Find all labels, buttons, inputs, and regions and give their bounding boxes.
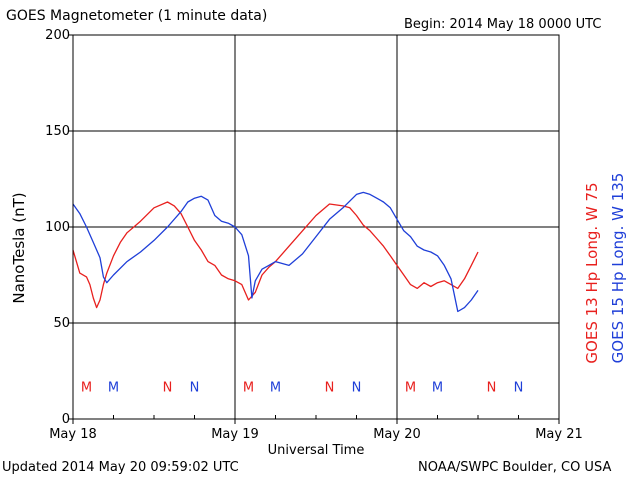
midnight-marker: M bbox=[432, 380, 443, 395]
y-axis-label: NanoTesla (nT) bbox=[10, 192, 28, 303]
noon-marker: N bbox=[487, 380, 497, 395]
x-axis-label: Universal Time bbox=[268, 443, 365, 458]
legend-goes13: GOES 13 Hp Long. W 75 bbox=[583, 182, 601, 363]
x-tick-label: May 19 bbox=[211, 427, 259, 442]
noon-marker: N bbox=[163, 380, 173, 395]
begin-time: Begin: 2014 May 18 0000 UTC bbox=[404, 17, 602, 32]
legend-goes15: GOES 15 Hp Long. W 135 bbox=[609, 173, 627, 364]
axis-ticks: 0 50 100 150 200 May 18 May 19 May 20 May 21 bbox=[45, 28, 583, 442]
noon-marker: N bbox=[352, 380, 362, 395]
chart-title: GOES Magnetometer (1 minute data) bbox=[6, 8, 268, 24]
y-tick-label: 100 bbox=[45, 220, 70, 235]
y-tick-label: 150 bbox=[45, 124, 70, 139]
x-tick-label: May 20 bbox=[373, 427, 421, 442]
midnight-marker: M bbox=[270, 380, 281, 395]
noon-marker: N bbox=[514, 380, 524, 395]
midnight-marker: M bbox=[405, 380, 416, 395]
x-tick-label: May 21 bbox=[535, 427, 583, 442]
series-line-goes13 bbox=[72, 201, 479, 309]
noon-marker: N bbox=[325, 380, 335, 395]
source-credit: NOAA/SWPC Boulder, CO USA bbox=[418, 460, 612, 475]
grid-lines bbox=[73, 35, 559, 419]
series-layer bbox=[72, 191, 479, 313]
midnight-marker: M bbox=[108, 380, 119, 395]
midnight-marker: M bbox=[243, 380, 254, 395]
y-tick-label: 50 bbox=[53, 316, 70, 331]
noon-marker: N bbox=[190, 380, 200, 395]
y-tick-label: 200 bbox=[45, 28, 70, 43]
series-line-goes15 bbox=[72, 191, 479, 313]
midnight-marker: M bbox=[81, 380, 92, 395]
x-tick-label: May 18 bbox=[49, 427, 97, 442]
y-tick-label: 0 bbox=[62, 412, 70, 427]
updated-timestamp: Updated 2014 May 20 09:59:02 UTC bbox=[2, 460, 239, 475]
